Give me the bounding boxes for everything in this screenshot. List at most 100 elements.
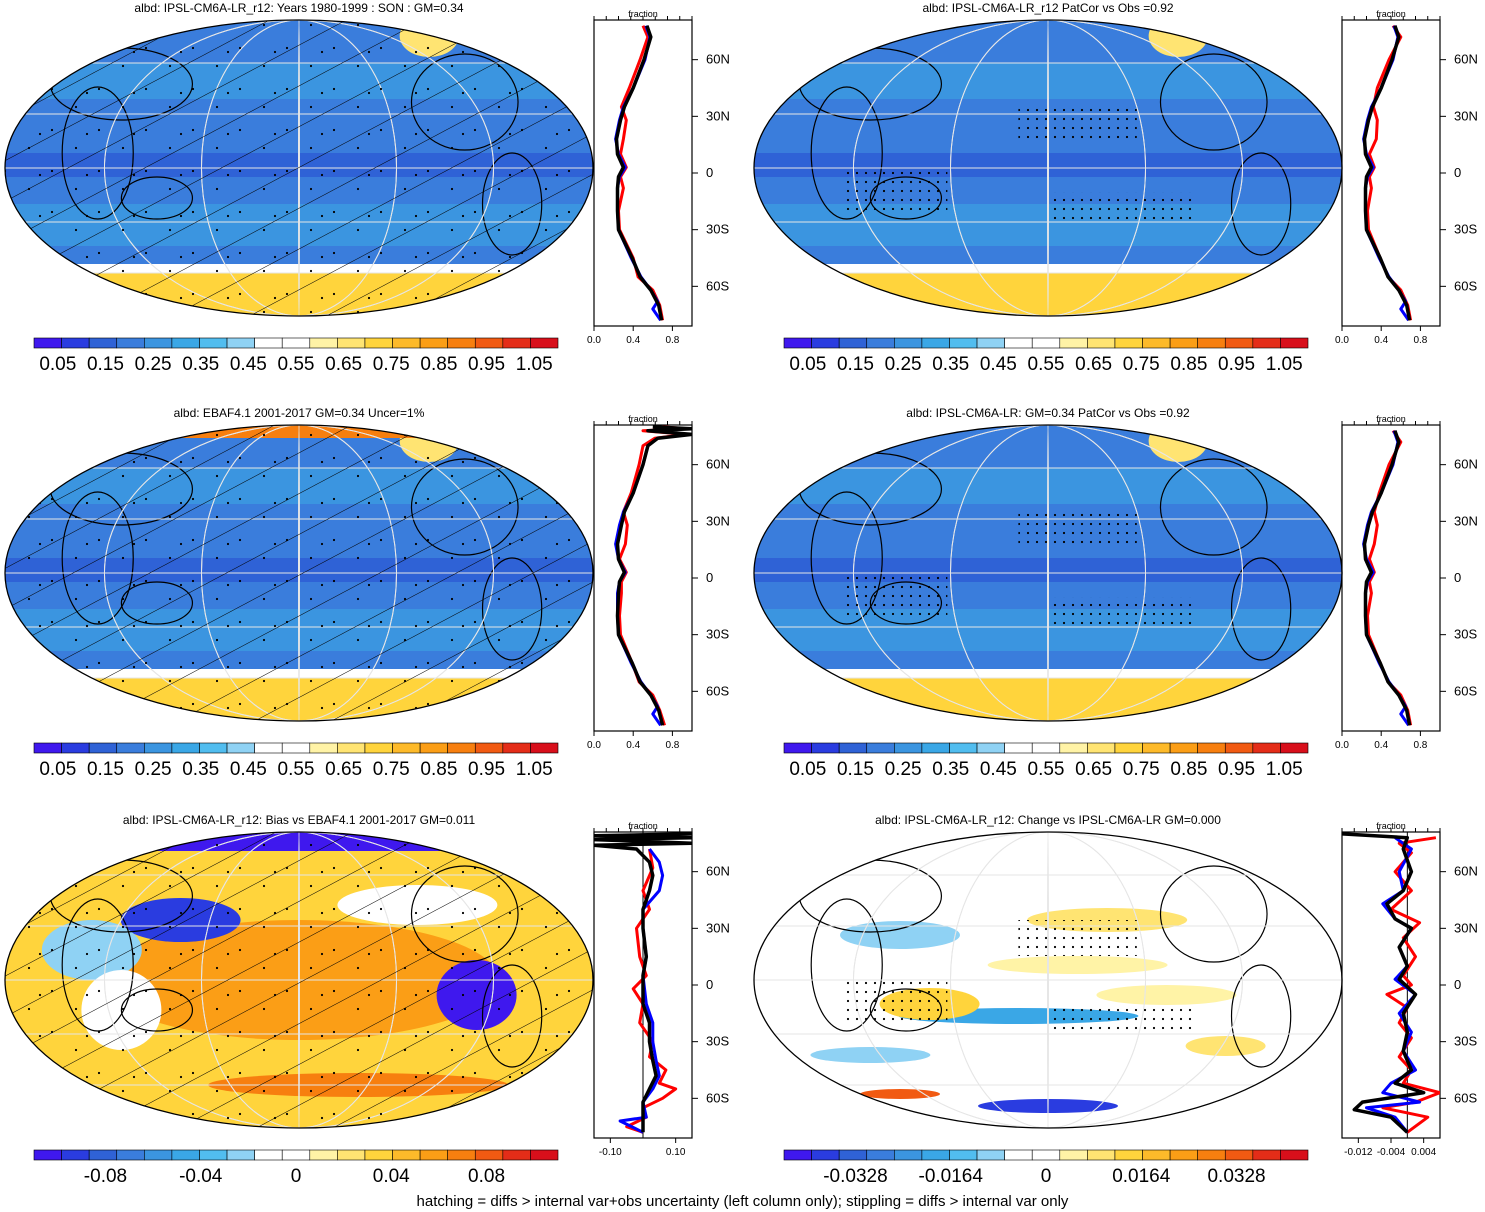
colorbar-segment: [447, 1149, 476, 1161]
colorbar-segment: [254, 742, 283, 754]
field-anomaly: [1096, 985, 1237, 1005]
colorbar-segment: [502, 1149, 531, 1161]
zonal-lat-label: 60N: [706, 52, 730, 67]
zonal-x-tick-label: 0.4: [1374, 740, 1388, 751]
colorbar-segment: [1280, 742, 1309, 754]
colorbar-segment: [1252, 1149, 1281, 1161]
colorbar-label: 0.55: [1028, 759, 1065, 780]
colorbar-segment: [530, 1149, 559, 1161]
panel: albd: IPSL-CM6A-LR_r12: Years 1980-1999 …: [4, 1, 730, 375]
zonal-title: fraction: [1376, 9, 1406, 19]
zonal-lat-label: 30S: [1454, 627, 1477, 642]
colorbar-segment: [254, 337, 283, 349]
meridian-line: [1047, 832, 1049, 1128]
zonal-lat-label: 0: [1454, 570, 1461, 585]
colorbar-segment: [364, 1149, 393, 1161]
map-outline: [4, 424, 594, 722]
zonal-lat-label: 0: [706, 570, 713, 585]
colorbar-segment: [1031, 742, 1061, 754]
zonal-lat-label: 60N: [706, 457, 730, 472]
colorbar-segment: [1169, 1149, 1198, 1161]
colorbar-segment: [1059, 742, 1088, 754]
zonal-title: fraction: [628, 414, 658, 424]
colorbar-segment: [226, 742, 255, 754]
zonal-lat-label: 0: [706, 165, 713, 180]
zonal-series-line: [594, 832, 692, 1133]
colorbar-segment: [116, 337, 145, 349]
colorbar-label: 0.45: [980, 354, 1017, 375]
stippling: [5, 425, 593, 721]
zonal-x-tick-label: 0.0: [1335, 740, 1349, 751]
colorbar-segment: [530, 742, 559, 754]
zonal-series-line: [1362, 25, 1412, 321]
colorbar-segment: [364, 742, 393, 754]
zonal-lat-label: 60S: [706, 1090, 729, 1105]
zonal-x-tick-label: 0.8: [1413, 740, 1427, 751]
colorbar-label: 0.75: [1123, 759, 1160, 780]
stippling: [1018, 108, 1137, 144]
colorbar-segment: [254, 1149, 283, 1161]
zonal-lat-label: 0: [1454, 977, 1461, 992]
colorbar-segment: [171, 742, 200, 754]
zonal-x-tick-label: 0.8: [665, 335, 679, 346]
colorbar-segment: [447, 742, 476, 754]
colorbar-segment: [88, 1149, 118, 1161]
colorbar-segment: [33, 742, 62, 754]
map-outline: [4, 19, 594, 317]
zonal-series-group: [614, 425, 692, 727]
colorbar-segment: [1031, 1149, 1061, 1161]
colorbar-segment: [33, 1149, 62, 1161]
zonal-x-tick-label: 0.4: [1374, 335, 1388, 346]
zonal-x-tick-label: -0.012: [1344, 1147, 1373, 1158]
panel: albd: IPSL-CM6A-LR_r12: Bias vs EBAF4.1 …: [4, 813, 730, 1187]
continent-outline: [810, 491, 883, 625]
colorbar-segment: [783, 337, 812, 349]
colorbar-label: 1.05: [516, 759, 553, 780]
colorbar-segment: [838, 337, 868, 349]
colorbar-label: 0.0164: [1112, 1166, 1171, 1187]
panel-title: albd: IPSL-CM6A-LR: GM=0.34 PatCor vs Ob…: [906, 406, 1190, 420]
colorbar-segment: [1142, 337, 1171, 349]
colorbar-segment: [1252, 337, 1281, 349]
colorbar-segment: [1224, 742, 1254, 754]
colorbar-label: 0.85: [1170, 354, 1207, 375]
continent-outline: [1159, 53, 1268, 151]
colorbar-segment: [116, 742, 145, 754]
meridian-line: [949, 425, 1147, 721]
panel: albd: IPSL-CM6A-LR: GM=0.34 PatCor vs Ob…: [753, 406, 1478, 780]
colorbar-segment: [1004, 337, 1033, 349]
zonal-lat-label: 30S: [1454, 1034, 1477, 1049]
colorbar-segment: [116, 1149, 145, 1161]
field-anomaly: [860, 1089, 940, 1099]
colorbar-segment: [171, 1149, 200, 1161]
colorbar-segment: [337, 1149, 366, 1161]
colorbar-label: 0.45: [230, 354, 267, 375]
colorbar-label: 0.85: [1170, 759, 1207, 780]
colorbar-segment: [144, 1149, 173, 1161]
zonal-x-tick-label: 0.0: [587, 335, 601, 346]
colorbar-label: 0.15: [837, 759, 874, 780]
colorbar-segment: [949, 742, 978, 754]
colorbar-label: 0.65: [325, 759, 362, 780]
colorbar-label: 0.25: [885, 759, 922, 780]
colorbar-segment: [1114, 1149, 1143, 1161]
colorbar-segment: [419, 742, 448, 754]
zonal-lat-label: 30N: [1454, 108, 1478, 123]
colorbar-segment: [1087, 337, 1116, 349]
map-field: [754, 832, 1342, 1128]
zonal-lat-label: 30S: [706, 627, 729, 642]
zonal-series-line: [618, 425, 689, 726]
zonal-x-tick-label: 0.8: [1413, 335, 1427, 346]
colorbar-label: 0.65: [325, 354, 362, 375]
colorbar-label: 0.05: [789, 354, 826, 375]
colorbar-segment: [502, 742, 531, 754]
colorbar-segment: [530, 337, 559, 349]
zonal-lat-label: 30S: [1454, 222, 1477, 237]
colorbar-segment: [88, 337, 118, 349]
zonal-lat-label: 60S: [706, 683, 729, 698]
zonal-x-tick-label: 0.004: [1411, 1147, 1436, 1158]
colorbar-label: 0.25: [885, 354, 922, 375]
zonal-title: fraction: [1376, 821, 1406, 831]
zonal-lat-label: 60S: [706, 278, 729, 293]
zonal-lat-label: 60N: [706, 864, 730, 879]
